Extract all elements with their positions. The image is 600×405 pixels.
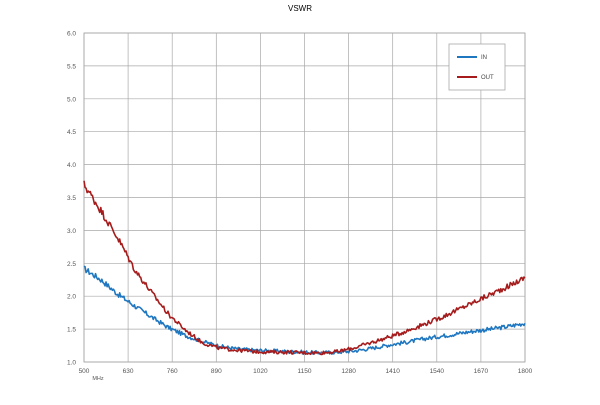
x-tick-label: 1800 xyxy=(518,368,533,375)
x-tick-label: 500 xyxy=(79,368,90,375)
legend: IN OUT xyxy=(448,43,506,91)
series-group xyxy=(83,180,526,356)
x-tick-label: 1150 xyxy=(298,368,312,375)
series-line-out xyxy=(83,180,526,356)
x-tick-label: 1410 xyxy=(385,368,400,375)
legend-label: OUT xyxy=(481,75,494,81)
x-unit-label: MHz xyxy=(92,376,104,382)
x-tick-label: 1280 xyxy=(341,368,356,375)
legend-label: IN xyxy=(481,55,487,61)
x-tick-label: 890 xyxy=(211,368,222,375)
x-tick-label: 1020 xyxy=(253,368,268,375)
x-tick-label: 1540 xyxy=(430,368,445,375)
y-tick-label: 3.0 xyxy=(67,228,76,235)
chart-title: VSWR xyxy=(288,4,312,13)
y-tick-label: 3.5 xyxy=(67,195,76,202)
x-tick-label: 630 xyxy=(123,368,134,375)
y-tick-label: 2.5 xyxy=(67,261,76,268)
y-tick-label: 4.0 xyxy=(67,162,76,169)
y-tick-label: 1.0 xyxy=(67,360,76,367)
y-tick-label: 4.5 xyxy=(67,129,76,136)
y-tick-label: 1.5 xyxy=(67,327,76,334)
y-tick-label: 5.5 xyxy=(67,63,76,70)
y-tick-label: 5.0 xyxy=(67,96,76,103)
y-tick-label: 2.0 xyxy=(67,294,76,301)
axes: 1.0 1.5 2.0 2.5 3.0 3.5 4.0 4.5 5.0 5.5 6.0 500 630 7… xyxy=(67,31,533,383)
y-tick-label: 6.0 xyxy=(67,31,76,38)
x-tick-label: 760 xyxy=(167,368,178,375)
x-tick-label: 1670 xyxy=(474,368,489,375)
legend-box xyxy=(448,43,506,91)
